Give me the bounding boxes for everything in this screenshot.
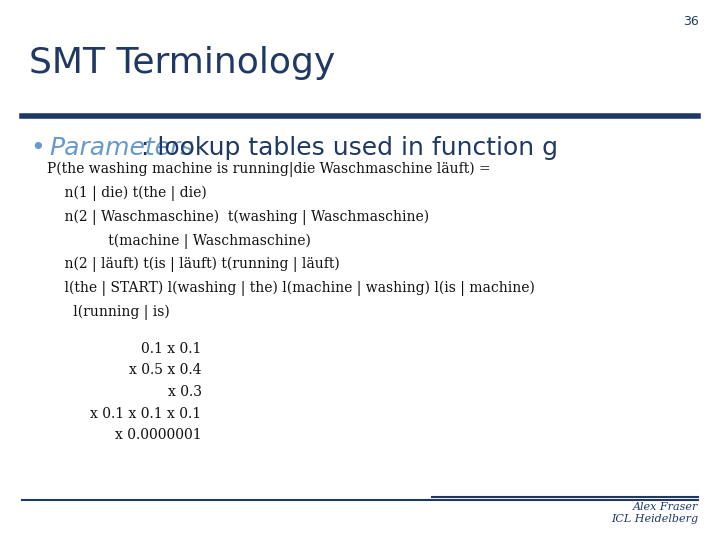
Text: n(2 | Waschmaschine)  t(washing | Waschmaschine): n(2 | Waschmaschine) t(washing | Waschma… [47, 210, 429, 225]
Text: Parameters: Parameters [49, 136, 193, 160]
Text: x 0.5 x 0.4: x 0.5 x 0.4 [129, 363, 202, 377]
Text: x 0.3: x 0.3 [168, 385, 202, 399]
Text: x 0.1 x 0.1 x 0.1: x 0.1 x 0.1 x 0.1 [91, 407, 202, 421]
Text: l(running | is): l(running | is) [47, 305, 169, 320]
Text: SMT Terminology: SMT Terminology [29, 46, 335, 80]
Text: l(the | START) l(washing | the) l(machine | washing) l(is | machine): l(the | START) l(washing | the) l(machin… [47, 281, 535, 296]
Text: : lookup tables used in function g: : lookup tables used in function g [141, 136, 558, 160]
Text: P(the washing machine is running|die Waschmaschine läuft) =: P(the washing machine is running|die Was… [47, 162, 490, 178]
Text: 0.1 x 0.1: 0.1 x 0.1 [141, 342, 202, 356]
Text: x 0.0000001: x 0.0000001 [115, 428, 202, 442]
Text: Alex Fraser: Alex Fraser [633, 502, 698, 512]
Text: 36: 36 [683, 15, 698, 28]
Text: n(1 | die) t(the | die): n(1 | die) t(the | die) [47, 186, 207, 201]
Text: n(2 | läuft) t(is | läuft) t(running | läuft): n(2 | läuft) t(is | läuft) t(running | l… [47, 257, 340, 273]
Text: t(machine | Waschmaschine): t(machine | Waschmaschine) [47, 233, 310, 249]
Text: ICL Heidelberg: ICL Heidelberg [611, 514, 698, 524]
Text: •: • [30, 136, 45, 160]
